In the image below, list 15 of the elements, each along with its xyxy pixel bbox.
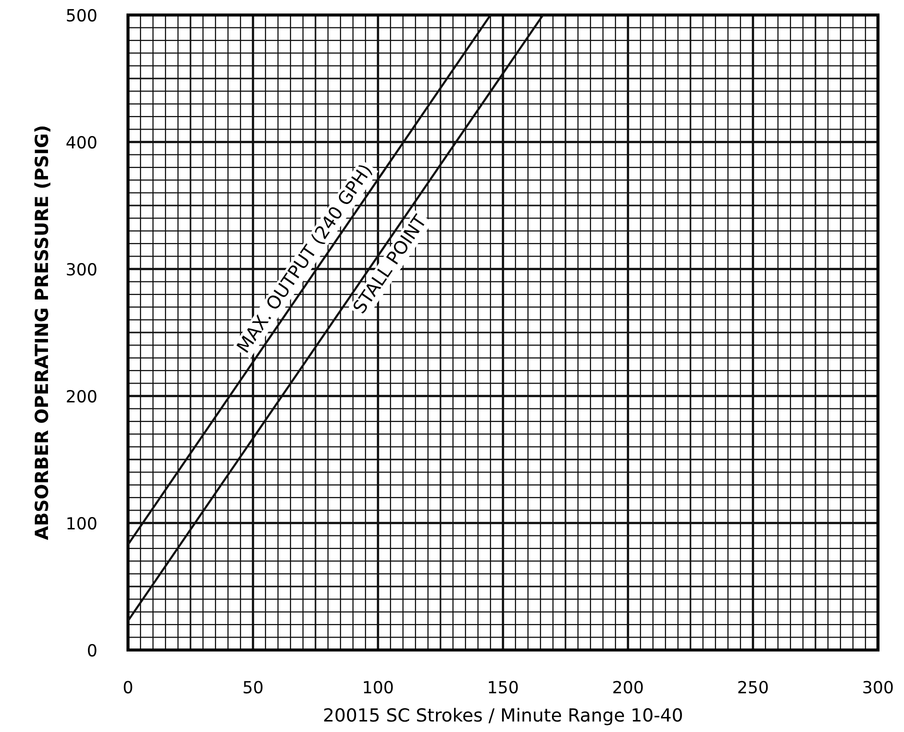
y-tick-label: 200: [66, 390, 96, 403]
y-tick-label: 400: [66, 136, 96, 149]
x-tick-label: 300: [863, 680, 893, 694]
x-tick-label: 50: [244, 680, 262, 694]
y-tick-label: 0: [88, 644, 96, 657]
y-tick-label: 300: [66, 262, 96, 276]
y-axis-title: ABSORBER OPERATING PRESSURE (PSIG): [34, 126, 50, 540]
x-tick-label: 150: [488, 680, 518, 694]
x-tick-label: 0: [124, 680, 132, 694]
y-tick-label: 100: [67, 516, 96, 530]
x-axis-title: 20015 SC Strokes / Minute Range 10-40: [324, 708, 682, 726]
x-tick-label: 250: [738, 680, 768, 694]
x-tick-label: 100: [364, 680, 393, 694]
y-tick-label: 500: [66, 8, 96, 22]
x-tick-label: 200: [613, 680, 643, 694]
